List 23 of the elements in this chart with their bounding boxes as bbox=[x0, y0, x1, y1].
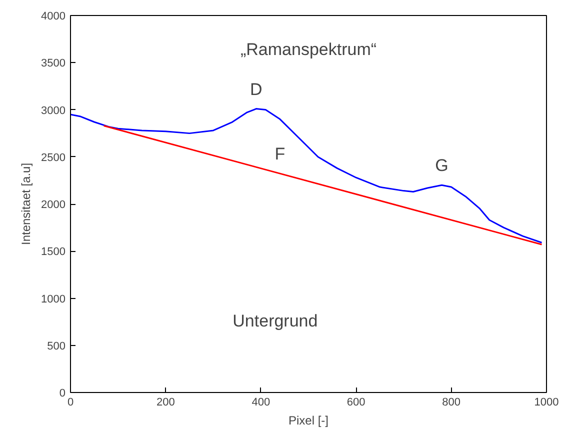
text: „Ramanspektrum“ bbox=[240, 40, 377, 59]
line-series bbox=[70, 108, 542, 244]
x-tick-label: 800 bbox=[442, 396, 460, 408]
y-tick-label: 4000 bbox=[41, 10, 66, 22]
y-tick-label: 500 bbox=[47, 340, 66, 352]
y-tick-label: 0 bbox=[59, 388, 66, 400]
y-tick-label: 3000 bbox=[41, 104, 66, 117]
y-tick-label: 1500 bbox=[41, 246, 66, 258]
x-axis-title: Pixel [-] bbox=[288, 414, 329, 428]
x-tick-label: 200 bbox=[156, 396, 175, 408]
y-tick-label: 1000 bbox=[41, 293, 66, 306]
x-tick-label: 600 bbox=[346, 396, 366, 408]
y-axis-title: Intensitaet [a.u] bbox=[19, 162, 34, 246]
annotation: G bbox=[435, 156, 448, 176]
annotation: F bbox=[274, 144, 286, 164]
y-tick-label: 3500 bbox=[41, 58, 66, 70]
annotation: D bbox=[250, 80, 262, 99]
x-tick-label: 1000 bbox=[534, 396, 559, 408]
x-tick-label: 400 bbox=[252, 396, 270, 408]
y-tick-label: 2500 bbox=[41, 152, 66, 164]
annotation: Untergrund bbox=[232, 311, 318, 330]
y-tick-label: 2000 bbox=[41, 199, 66, 211]
x-tick-label: 0 bbox=[67, 396, 74, 408]
